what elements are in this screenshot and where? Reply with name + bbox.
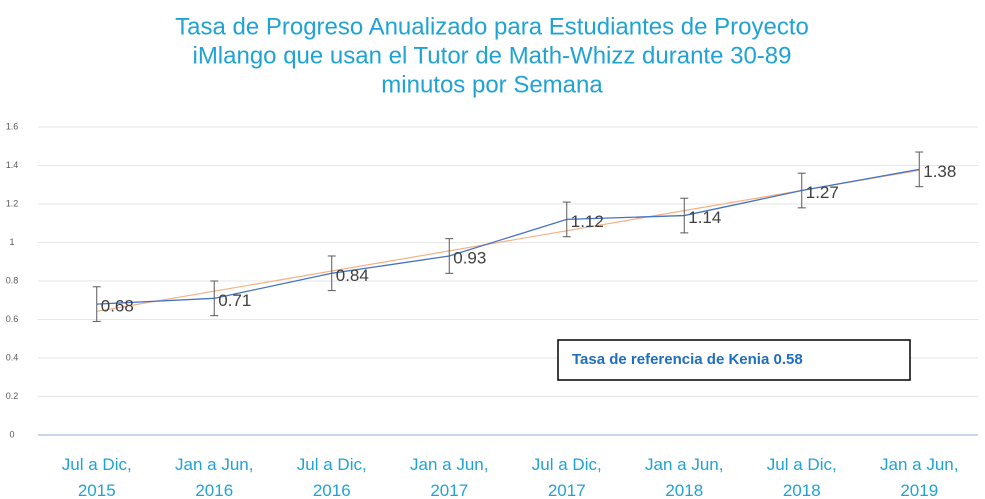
x-tick-label: Jan a Jun, 2018 xyxy=(645,455,723,499)
y-tick-label: 0.6 xyxy=(6,314,19,324)
y-tick-label: 1.4 xyxy=(6,160,19,170)
annotation: Tasa de referencia de Kenia 0.58 xyxy=(572,351,803,368)
y-tick-label: 1 xyxy=(9,237,14,247)
x-tick-label: Jan a Jun, 2017 xyxy=(410,455,488,499)
data-label: 1.27 xyxy=(806,183,839,202)
y-tick-label: 1.2 xyxy=(6,198,19,208)
chart-title: Tasa de Progreso Anualizado para Estudia… xyxy=(175,13,809,40)
x-tick-label: Jul a Dic, 2018 xyxy=(767,455,837,499)
data-label: 1.12 xyxy=(571,212,604,231)
annotation-box xyxy=(557,339,911,381)
y-tick-label: 1.6 xyxy=(6,121,19,131)
y-tick-label: 0.2 xyxy=(6,391,19,401)
y-tick-label: 0 xyxy=(9,429,14,439)
data-label: 0.71 xyxy=(218,291,251,310)
y-tick-label: 0.8 xyxy=(6,275,19,285)
data-label: 1.14 xyxy=(688,208,721,227)
data-label: 1.38 xyxy=(923,162,956,181)
line xyxy=(96,168,920,305)
data-label: 0.84 xyxy=(336,266,369,285)
chart-title: minutos por Semana xyxy=(381,71,603,98)
data-label: 0.93 xyxy=(453,248,486,267)
chart-title: iMlango que usan el Tutor de Math-Whizz … xyxy=(192,42,791,69)
x-tick-label: Jul a Dic, 2016 xyxy=(297,455,367,499)
x-tick-label: Jan a Jun, 2019 xyxy=(880,455,958,499)
x-tick-label: Jul a Dic, 2017 xyxy=(532,455,602,499)
x-tick-label: Jan a Jun, 2016 xyxy=(175,455,253,499)
data-label: 0.68 xyxy=(101,297,134,316)
y-tick-label: 0.4 xyxy=(6,352,19,362)
x-tick-label: Jul a Dic, 2015 xyxy=(62,455,132,499)
plot: Tasa de Progreso Anualizado para Estudia… xyxy=(6,13,978,499)
trendline xyxy=(96,169,920,312)
